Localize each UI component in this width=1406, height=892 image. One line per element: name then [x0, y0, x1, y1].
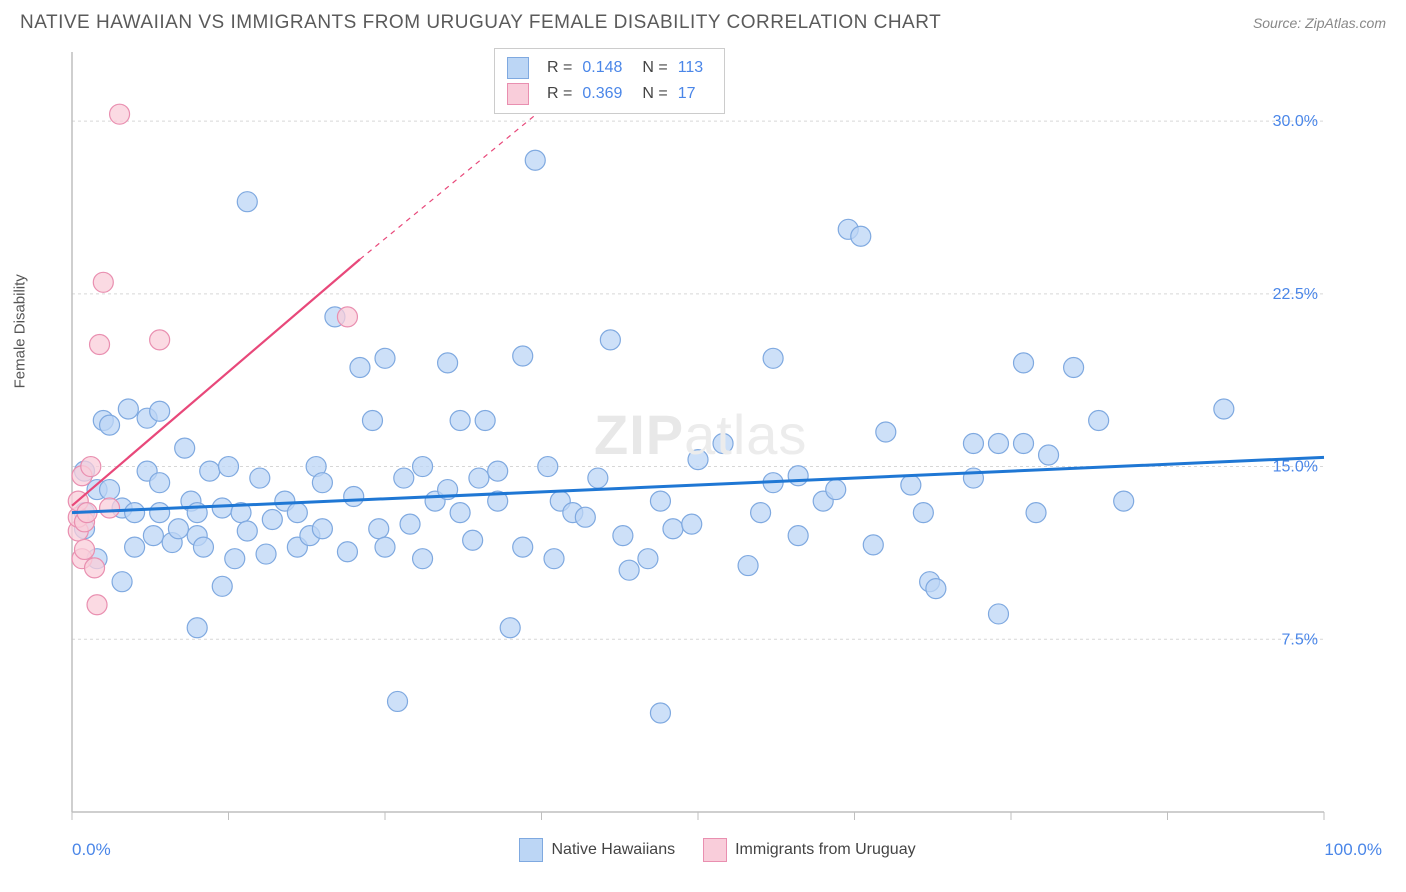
chart-area: Female Disability 7.5%15.0%22.5%30.0% ZI…	[24, 42, 1382, 832]
r-value: 0.148	[582, 59, 632, 77]
legend-label: Native Hawaiians	[551, 841, 675, 858]
legend-swatch	[519, 838, 543, 862]
legend-swatch	[507, 57, 529, 79]
x-axis-row: 0.0% Native Hawaiians Immigrants from Uru…	[0, 832, 1406, 862]
legend-swatch	[703, 838, 727, 862]
n-value: 113	[678, 59, 712, 77]
legend-swatch	[507, 83, 529, 105]
x-axis-max-label: 100.0%	[1324, 840, 1382, 860]
chart-header: NATIVE HAWAIIAN VS IMMIGRANTS FROM URUGU…	[0, 0, 1406, 42]
series-legend: Native Hawaiians Immigrants from Uruguay	[519, 838, 915, 862]
svg-text:7.5%: 7.5%	[1282, 631, 1318, 648]
scatter-plot: 7.5% 15.0% 22.5% 30.0%	[24, 42, 1334, 832]
r-label: R =	[547, 85, 572, 103]
legend-label: Immigrants from Uruguay	[735, 841, 916, 858]
legend-row: R = 0.369 N = 17	[507, 81, 712, 107]
legend-item: Native Hawaiians	[519, 838, 675, 862]
legend-row: R = 0.148 N = 113	[507, 55, 712, 81]
x-axis-min-label: 0.0%	[72, 840, 111, 860]
legend-item: Immigrants from Uruguay	[703, 838, 916, 862]
chart-title: NATIVE HAWAIIAN VS IMMIGRANTS FROM URUGU…	[20, 12, 941, 34]
svg-text:15.0%: 15.0%	[1273, 459, 1318, 476]
svg-text:22.5%: 22.5%	[1273, 286, 1318, 303]
svg-text:30.0%: 30.0%	[1273, 113, 1318, 130]
r-value: 0.369	[582, 85, 632, 103]
chart-source: Source: ZipAtlas.com	[1253, 15, 1386, 31]
n-label: N =	[642, 59, 667, 77]
r-label: R =	[547, 59, 572, 77]
n-value: 17	[678, 85, 712, 103]
y-axis-title: Female Disability	[12, 274, 29, 388]
n-label: N =	[642, 85, 667, 103]
correlation-legend: R = 0.148 N = 113 R = 0.369 N = 17	[494, 48, 725, 114]
